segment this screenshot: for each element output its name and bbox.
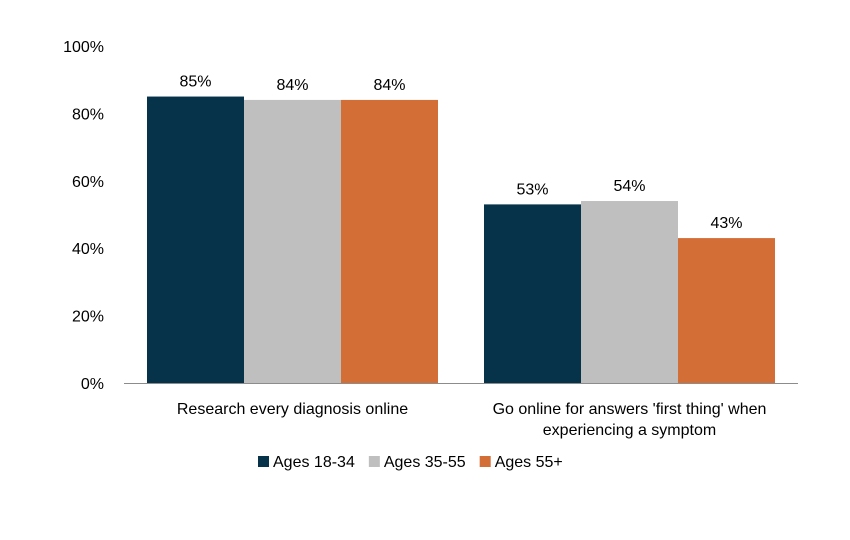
bar [244, 99, 341, 384]
bars-group [147, 96, 775, 384]
data-label: 84% [373, 77, 405, 94]
legend-item: Ages 18-34 [258, 454, 355, 471]
bar [147, 96, 244, 384]
bar [581, 201, 678, 383]
data-labels-group: 85% 84% 84% 53% 54% 43% [179, 74, 742, 233]
data-label: 54% [613, 178, 645, 195]
legend-label: Ages 35-55 [384, 454, 466, 471]
y-tick-label: 100% [63, 39, 104, 56]
y-tick-label: 40% [72, 241, 104, 258]
x-category-label: Go online for answers 'first thing' when [493, 401, 767, 418]
x-axis-categories: Research every diagnosis online Go online… [177, 401, 767, 439]
bar [341, 99, 438, 384]
y-tick-label: 20% [72, 309, 104, 326]
y-tick-label: 0% [81, 376, 104, 393]
bar [678, 238, 775, 383]
legend-swatch [258, 456, 269, 467]
data-label: 84% [276, 77, 308, 94]
legend-label: Ages 55+ [495, 454, 563, 471]
legend-item: Ages 55+ [479, 454, 563, 471]
legend-label: Ages 18-34 [273, 454, 355, 471]
legend: Ages 18-34 Ages 35-55 Ages 55+ [258, 454, 563, 471]
data-label: 43% [710, 215, 742, 232]
y-tick-label: 80% [72, 106, 104, 123]
x-category-label: experiencing a symptom [543, 422, 716, 439]
data-label: 85% [179, 74, 211, 91]
legend-item: Ages 35-55 [368, 454, 466, 471]
bar [484, 204, 581, 383]
data-label: 53% [516, 181, 548, 198]
y-tick-label: 60% [72, 174, 104, 191]
legend-swatch [479, 456, 491, 467]
x-category-label: Research every diagnosis online [177, 401, 408, 418]
y-axis: 0% 20% 40% 60% 80% 100% [63, 39, 104, 393]
legend-swatch [368, 456, 380, 467]
